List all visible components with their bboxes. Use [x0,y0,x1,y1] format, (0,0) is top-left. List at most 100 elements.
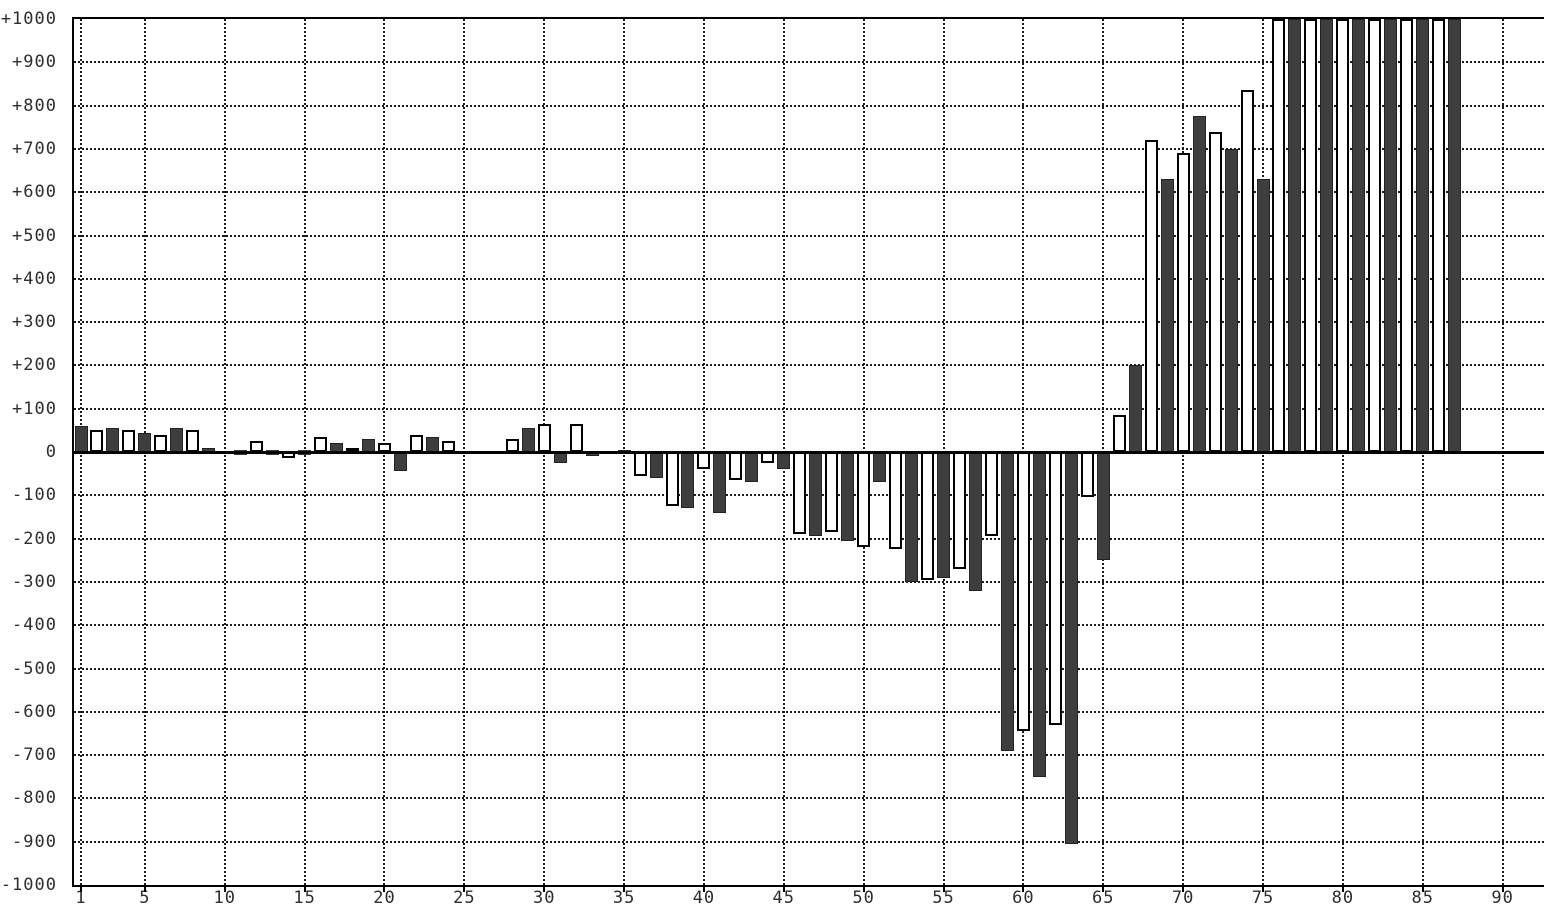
bar-white [1368,19,1382,452]
x-tick-label: 80 [1331,888,1355,908]
x-tick-label: 30 [532,888,556,908]
x-tick-mark [303,887,306,892]
horizontal-gridline [74,277,1544,280]
x-tick-mark [1022,887,1025,892]
y-tick-label: +200 [12,355,57,376]
y-tick-label: -300 [12,571,57,592]
y-tick-label: +600 [12,182,57,203]
bar-white [1240,90,1254,452]
x-tick-label: 65 [1092,888,1115,908]
horizontal-gridline [74,624,1544,627]
bar-white [1144,140,1158,452]
bar-white [921,452,935,580]
x-tick-label: 90 [1491,888,1514,908]
bar-white [633,452,647,476]
y-tick-label: +1000 [0,9,57,29]
bar-dark [425,437,439,452]
x-tick-mark [702,887,705,892]
bar-dark [1416,19,1430,452]
bar-dark [1000,452,1014,751]
horizontal-gridline [74,321,1544,324]
bar-white [314,437,328,452]
plot-area [72,17,1544,887]
bar-dark [106,428,120,452]
x-tick-label: 25 [453,888,476,908]
bar-dark [1448,19,1462,452]
y-tick-label: -400 [12,615,57,636]
bar-white [889,452,903,549]
bar-dark [968,452,982,591]
bar-white [409,435,423,452]
horizontal-gridline [74,580,1544,583]
x-tick-label: 70 [1171,888,1195,908]
horizontal-gridline [74,840,1544,843]
bar-dark [1224,149,1238,452]
bar-dark [1352,19,1366,452]
bar-white [1432,19,1446,452]
x-tick-label: 20 [373,888,396,908]
y-tick-label: +300 [12,312,57,333]
horizontal-gridline [74,754,1544,757]
x-tick-mark [1341,887,1344,892]
y-tick-label: +100 [12,398,57,419]
bar-white [665,452,679,506]
x-tick-mark [1501,887,1504,892]
horizontal-gridline [74,667,1544,670]
horizontal-gridline [74,61,1544,64]
horizontal-gridline [74,147,1544,150]
y-tick-label: -500 [12,658,57,679]
bar-white [984,452,998,536]
y-tick-label: -1000 [0,875,57,895]
bar-dark [1128,365,1142,452]
bar-white [697,452,711,469]
bar-white [1048,452,1062,725]
y-tick-label: -900 [12,831,57,852]
x-tick-mark [1262,887,1264,892]
bar-white [90,430,104,452]
y-tick-label: +700 [12,138,57,159]
x-tick-label: 55 [932,888,955,908]
x-tick-label: 50 [852,888,875,908]
x-tick-label: 35 [612,888,636,908]
bar-dark [170,428,184,452]
bar-dark [1384,19,1398,452]
bar-dark [745,452,759,482]
x-tick-label: 10 [213,888,236,908]
y-tick-label: 0 [45,442,57,462]
y-tick-label: -600 [12,701,57,722]
horizontal-gridline [74,364,1544,367]
bar-dark [1096,452,1110,560]
bar-white [1176,153,1190,452]
bar-dark [873,452,887,482]
y-tick-label: +400 [12,268,57,289]
horizontal-gridline [74,494,1544,497]
horizontal-gridline [74,407,1544,410]
bar-white [793,452,807,534]
x-tick-label: 45 [772,888,796,908]
y-tick-label: +900 [12,52,57,73]
x-tick-mark [1102,887,1105,892]
x-tick-label: 75 [1251,888,1275,908]
x-tick-mark [623,887,626,892]
x-tick-mark [223,887,226,892]
bar-dark [1192,116,1206,452]
horizontal-gridline [74,234,1544,237]
bar-dark [905,452,919,582]
horizontal-gridline [74,797,1544,800]
x-tick-label: 85 [1411,888,1434,908]
horizontal-gridline [74,191,1544,194]
bar-dark [681,452,695,508]
x-tick-label: 15 [293,888,316,908]
x-tick-mark [543,887,546,892]
bar-white [857,452,871,547]
x-tick-mark [1182,887,1185,892]
x-tick-label: 60 [1012,888,1035,908]
bar-dark [1288,19,1302,452]
horizontal-gridline [74,710,1544,713]
x-tick-mark [862,887,865,892]
x-tick-label: 1 [75,888,87,908]
bar-white [186,430,200,452]
bar-white [1112,415,1126,452]
bar-dark [393,452,407,471]
